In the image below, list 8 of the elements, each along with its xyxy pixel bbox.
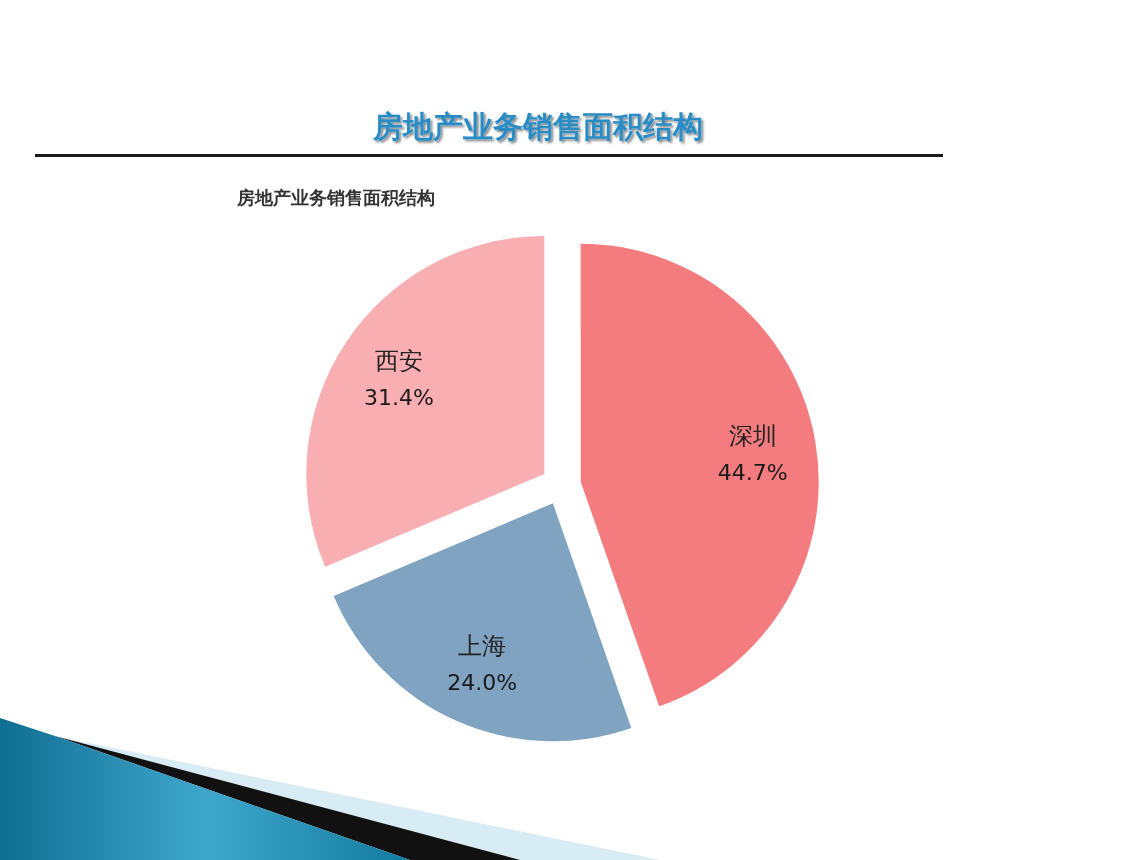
chart-subtitle: 房地产业务销售面积结构	[236, 186, 435, 208]
slice-label: 上海	[458, 631, 507, 660]
data-label: 44.7%	[717, 460, 788, 486]
data-label: 31.4%	[364, 385, 434, 411]
slice-label: 西安	[374, 346, 423, 375]
slice-label: 深圳	[728, 421, 777, 450]
data-label: 24.0%	[447, 670, 518, 696]
chart-title: 房地产业务销售面积结构	[372, 108, 703, 144]
